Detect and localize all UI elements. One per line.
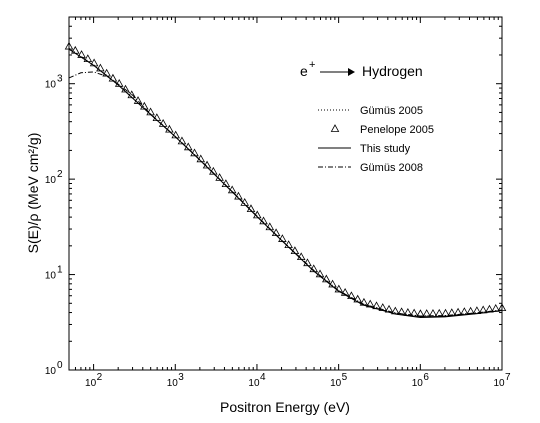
triangle-marker — [183, 142, 193, 151]
x-tick-base: 10 — [412, 378, 424, 389]
x-tick-exponent: 3 — [178, 372, 184, 383]
x-tick-exponent: 7 — [505, 372, 511, 383]
legend: Gümüs 2005 Penelope 2005 This study Gümüs 2… — [318, 105, 434, 174]
x-tick-label: 105 — [330, 372, 348, 389]
triangle-marker — [64, 41, 74, 50]
series-dotted — [68, 47, 503, 317]
legend-marker-triangle — [330, 124, 340, 132]
y-tick-exponent: 0 — [57, 360, 63, 371]
x-tick-base: 10 — [85, 378, 97, 389]
y-tick-label: 102 — [45, 169, 63, 186]
y-tick-label: 100 — [45, 360, 63, 377]
legend-item: Gümüs 2008 — [318, 162, 423, 174]
x-axis-label: Positron Energy (eV) — [220, 399, 350, 415]
major-ticks — [69, 17, 502, 370]
series-line — [68, 71, 503, 317]
y-tick-base: 10 — [45, 366, 57, 377]
x-tick-base: 10 — [248, 378, 260, 389]
series-dashdot — [68, 71, 503, 317]
x-tick-label: 102 — [85, 372, 103, 389]
triangle-marker — [453, 307, 463, 316]
x-tick-label: 103 — [167, 372, 185, 389]
triangle-marker — [83, 54, 93, 63]
triangle-marker — [434, 308, 444, 317]
target-label: Hydrogen — [362, 63, 423, 79]
legend-label: Penelope 2005 — [360, 124, 434, 136]
triangle-marker — [70, 45, 80, 54]
x-tick-exponent: 2 — [97, 372, 103, 383]
legend-label: Gümüs 2008 — [360, 162, 423, 174]
y-axis-label: S(E)/ρ (MeV cm²/g) — [25, 133, 41, 254]
y-tick-base: 10 — [45, 271, 57, 282]
legend-label: Gümüs 2005 — [360, 105, 423, 117]
particle-charge: + — [309, 59, 315, 71]
minor-ticks — [69, 17, 502, 370]
reaction-arrowhead — [348, 68, 355, 76]
legend-item: Gümüs 2005 — [318, 105, 423, 117]
reaction-annotation: e + Hydrogen — [300, 59, 423, 79]
series-line — [68, 47, 503, 317]
x-tick-label: 106 — [412, 372, 430, 389]
legend-item: Penelope 2005 — [330, 124, 434, 136]
legend-item: This study — [318, 143, 411, 155]
x-tick-base: 10 — [330, 378, 342, 389]
triangle-marker — [428, 309, 438, 317]
triangle-marker — [422, 309, 431, 317]
triangle-marker — [409, 308, 419, 317]
particle-label: e — [300, 63, 308, 79]
y-tick-label: 103 — [45, 74, 63, 91]
y-tick-exponent: 2 — [57, 169, 63, 180]
y-tick-label: 101 — [45, 265, 63, 282]
series-solid — [68, 48, 503, 319]
y-tick-exponent: 1 — [57, 265, 63, 276]
triangle-marker — [77, 50, 86, 58]
x-tick-exponent: 5 — [342, 372, 348, 383]
triangle-marker — [447, 308, 457, 316]
x-tick-label: 107 — [493, 372, 511, 389]
legend-label: This study — [360, 143, 411, 155]
triangle-marker — [171, 130, 180, 139]
x-tick-base: 10 — [493, 378, 505, 389]
triangle-marker — [416, 309, 425, 318]
y-tick-base: 10 — [45, 80, 57, 91]
y-tick-exponent: 3 — [57, 74, 63, 85]
series-line — [68, 48, 503, 319]
series-layer — [64, 41, 507, 319]
x-tick-exponent: 6 — [423, 372, 429, 383]
x-tick-base: 10 — [167, 378, 179, 389]
x-tick-label: 104 — [248, 372, 266, 389]
x-tick-exponent: 4 — [260, 372, 266, 383]
y-tick-base: 10 — [45, 175, 57, 186]
series-triangle — [64, 41, 507, 318]
